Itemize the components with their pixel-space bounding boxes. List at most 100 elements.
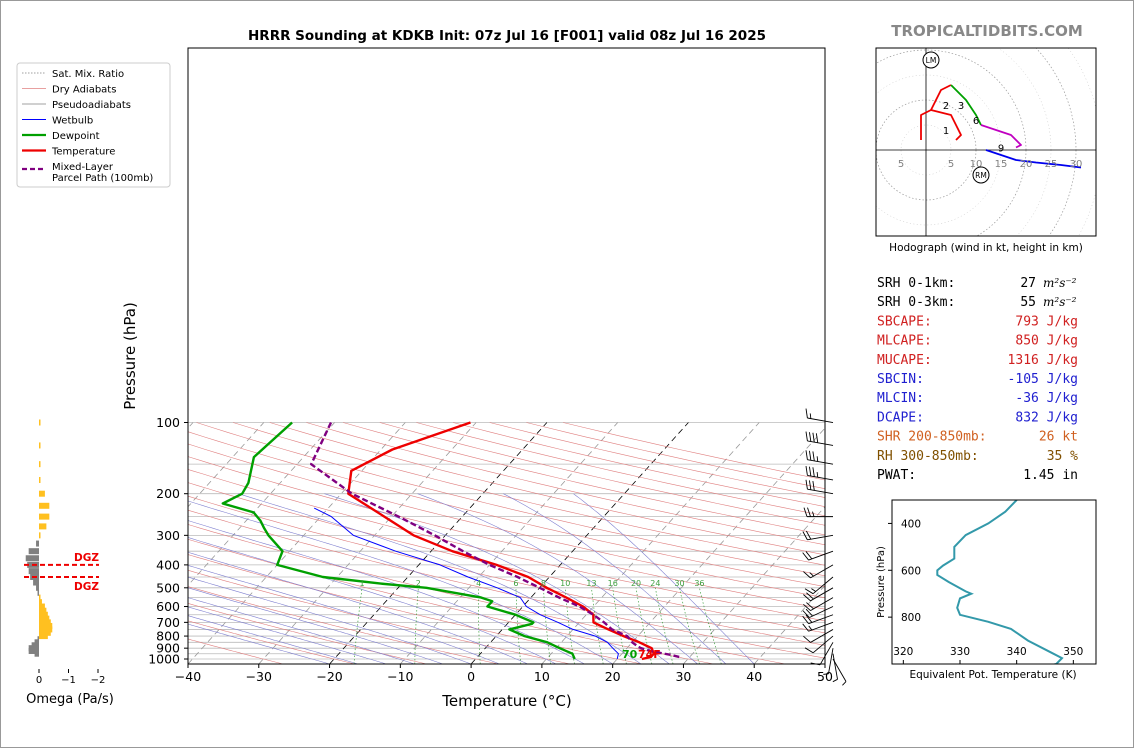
watermark: TROPICALTIDBITS.COM [891, 22, 1083, 40]
index-value: 832 J/kg [1015, 410, 1078, 425]
legend: Sat. Mix. Ratio Dry Adiabats Pseudoadiabat… [17, 63, 170, 187]
omega-bar [39, 633, 48, 639]
omega-tick-label: 0 [36, 675, 42, 686]
storm-motion-label: RM [975, 171, 987, 180]
mixing-ratio-label: 36 [694, 579, 704, 588]
omega-bar [39, 532, 41, 538]
dgz-label: DGZ [74, 581, 99, 593]
mixing-ratio-label: 6 [513, 579, 518, 588]
theta-e-ylabel: Pressure (hPa) [876, 546, 887, 618]
index-label: MLCIN: [877, 391, 924, 406]
legend-label: Mixed-Layer [52, 162, 114, 173]
index-unit: m²s⁻² [1043, 276, 1077, 290]
index-label: MLCAPE: [877, 334, 932, 349]
y-tick-label: 1000 [148, 651, 180, 666]
theta-e-y-tick-label: 800 [901, 612, 921, 624]
index-label: SHR 200-850mb: [877, 430, 987, 445]
index-value: 1316 J/kg [1008, 353, 1078, 368]
omega-bar [39, 420, 41, 426]
omega-bar [38, 590, 40, 596]
index-value: 793 J/kg [1015, 314, 1078, 329]
theta-e-xlabel: Equivalent Pot. Temperature (K) [909, 669, 1076, 681]
index-value: 1.45 in [1023, 468, 1078, 483]
mixing-ratio-label: 1 [360, 579, 365, 588]
index-value: 850 J/kg [1015, 334, 1078, 349]
omega-bar [29, 568, 39, 574]
barb-half [817, 472, 818, 477]
index-value: 35 % [1047, 449, 1078, 464]
hodograph-height-label: 2 [943, 101, 949, 112]
y-tick-label: 500 [156, 580, 180, 595]
omega-tick-label: −1 [61, 675, 76, 686]
omega-bar [36, 541, 39, 547]
hodograph-height-label: 6 [973, 116, 979, 127]
omega-bar [39, 523, 46, 529]
hodograph-ring-label: 15 [995, 159, 1008, 170]
omega-bar [39, 442, 41, 448]
y-tick-label: 600 [156, 599, 180, 614]
index-row: RH 300-850mb:35 % [877, 449, 1078, 464]
omega-bar [26, 555, 39, 561]
legend-label: Sat. Mix. Ratio [52, 69, 124, 80]
surface-labels: 70 74F [622, 648, 661, 661]
theta-e-x-tick-label: 340 [1007, 646, 1027, 658]
barb-half [823, 674, 828, 675]
omega-xlabel: Omega (Pa/s) [26, 692, 114, 707]
storm-motion-label: LM [926, 56, 937, 65]
mixing-ratio-label: 16 [608, 579, 618, 588]
x-tick-label: 50 [817, 669, 833, 684]
barb-half [817, 456, 818, 461]
surface-dewpoint-label: 70 [622, 648, 638, 661]
y-tick-label: 100 [156, 415, 180, 430]
index-label: SBCAPE: [877, 314, 932, 329]
mixing-ratio-label: 24 [650, 579, 660, 588]
index-label: SRH 0-3km: [877, 295, 955, 310]
index-value: 27 [1020, 276, 1036, 291]
index-label: MUCAPE: [877, 353, 932, 368]
dgz-label: DGZ [74, 552, 99, 564]
hodograph-ring-label: 5 [948, 159, 954, 170]
index-value: 55 [1020, 295, 1036, 310]
legend-label: Pseudoadiabats [52, 100, 131, 111]
x-tick-label: −10 [387, 669, 413, 684]
mixing-ratio-label: 13 [586, 579, 596, 588]
omega-bar [39, 514, 49, 520]
x-tick-label: 40 [746, 669, 762, 684]
omega-bar [39, 461, 41, 467]
theta-e-y-tick-label: 400 [901, 518, 921, 530]
index-label: SBCIN: [877, 372, 924, 387]
hodograph-ring-label: 5 [898, 159, 904, 170]
index-value: -36 J/kg [1015, 391, 1078, 406]
index-value: -105 J/kg [1008, 372, 1078, 387]
legend-label: Wetbulb [52, 116, 93, 127]
storm-motion-rm: RM [973, 167, 989, 183]
legend-label: Temperature [51, 147, 115, 158]
x-tick-label: 30 [675, 669, 691, 684]
storm-motion-lm: LM [923, 52, 939, 68]
skewt-xlabel: Temperature (°C) [441, 692, 571, 710]
x-tick-label: 0 [467, 669, 475, 684]
legend-label: Dewpoint [52, 131, 100, 142]
hodograph-ring-label: 30 [1070, 159, 1083, 170]
legend-label: Dry Adiabats [52, 85, 116, 96]
omega-tick-label: −2 [91, 675, 106, 686]
omega-bar [39, 491, 45, 497]
x-tick-label: 10 [534, 669, 550, 684]
theta-e-x-tick-label: 320 [893, 646, 913, 658]
y-tick-label: 200 [156, 486, 180, 501]
hodograph-height-label: 9 [998, 144, 1004, 155]
omega-bar [33, 580, 39, 586]
legend-label: Parcel Path (100mb) [52, 173, 153, 184]
hodograph-ring-label: 20 [1020, 159, 1033, 170]
surface-temperature-label: 74F [638, 648, 661, 661]
x-tick-label: −20 [316, 669, 342, 684]
chart-title: HRRR Sounding at KDKB Init: 07z Jul 16 [… [248, 28, 766, 44]
x-tick-label: 20 [605, 669, 621, 684]
omega-bar [29, 548, 39, 554]
hodograph-caption: Hodograph (wind in kt, height in km) [889, 242, 1083, 254]
mixing-ratio-label: 30 [674, 579, 684, 588]
theta-e-y-tick-label: 600 [901, 565, 921, 577]
index-row: SHR 200-850mb:26 kt [877, 430, 1078, 445]
